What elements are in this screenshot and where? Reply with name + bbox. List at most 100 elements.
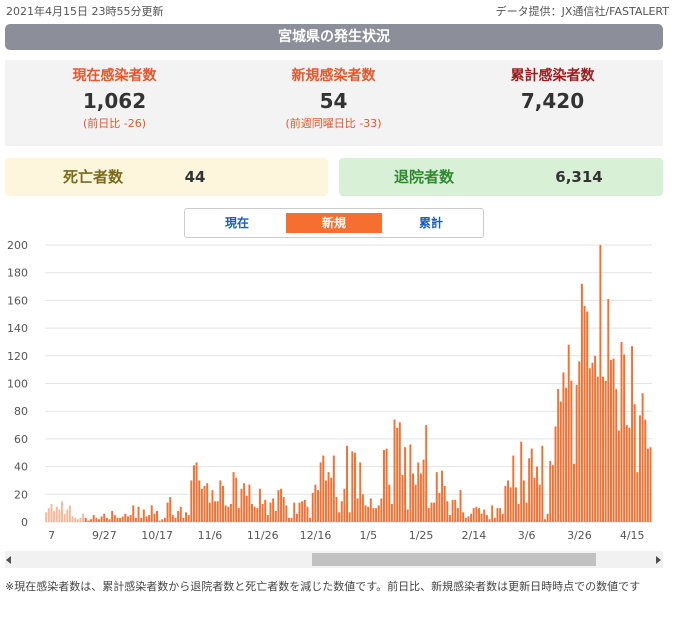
bar xyxy=(182,517,185,522)
x-tick-label: 3/6 xyxy=(518,529,536,542)
bar xyxy=(478,508,480,522)
bar xyxy=(483,509,486,522)
bar xyxy=(293,502,296,522)
bar xyxy=(517,503,520,522)
bar xyxy=(129,515,132,522)
bar xyxy=(475,506,478,522)
bar xyxy=(322,455,325,522)
bar xyxy=(121,516,124,522)
y-tick-label: 100 xyxy=(7,378,28,391)
bar xyxy=(390,503,393,522)
scrollbar-thumb[interactable] xyxy=(312,553,596,566)
bar xyxy=(385,448,388,522)
bar xyxy=(496,508,499,522)
bar xyxy=(161,519,164,522)
bar xyxy=(419,473,422,522)
tab-current[interactable]: 現在 xyxy=(224,216,249,230)
bar xyxy=(562,372,565,522)
daily-cases-chart: 0 20 40 60 80 100 120 140 160 180 200 7 9/27 10/17 11/… xyxy=(7,239,652,542)
y-tick-label: 20 xyxy=(14,488,28,501)
bar xyxy=(367,506,370,522)
bar xyxy=(583,305,586,522)
bar xyxy=(343,488,346,522)
bar xyxy=(335,497,338,522)
bar xyxy=(132,505,135,522)
bar xyxy=(240,488,243,522)
bar xyxy=(512,455,515,522)
stat-total-value: 7,420 xyxy=(520,89,585,113)
bar xyxy=(575,384,578,522)
bar xyxy=(203,485,206,522)
bar xyxy=(309,517,312,522)
bar xyxy=(177,510,180,522)
bar xyxy=(441,470,444,522)
stat-current-diff: (前日比 -26) xyxy=(82,117,147,130)
bar xyxy=(528,458,531,522)
bar xyxy=(137,506,140,522)
bar xyxy=(124,513,127,522)
bar xyxy=(443,485,446,522)
bar xyxy=(232,472,235,522)
bar xyxy=(269,502,272,522)
bar xyxy=(145,516,148,522)
bar xyxy=(264,499,267,522)
x-tick-label: 2/14 xyxy=(462,529,487,542)
deaths-box: 死亡者数 44 xyxy=(5,158,328,196)
bar xyxy=(338,512,341,522)
bar xyxy=(282,497,285,522)
bar xyxy=(438,492,441,522)
bar xyxy=(641,393,644,522)
bar xyxy=(50,503,53,522)
bar xyxy=(185,512,188,522)
bar xyxy=(55,506,58,522)
y-tick-label: 60 xyxy=(14,433,28,446)
bar xyxy=(530,448,533,522)
scroll-left-icon[interactable] xyxy=(6,556,11,564)
bar xyxy=(111,510,114,522)
chart-tabs: 現在 新規 累計 xyxy=(184,208,484,238)
bar xyxy=(195,462,198,522)
bar xyxy=(340,501,343,522)
bar xyxy=(525,502,528,522)
bar xyxy=(520,441,523,522)
chart-scrollbar[interactable] xyxy=(5,551,663,568)
bar xyxy=(425,425,428,522)
bar xyxy=(303,499,306,522)
bar xyxy=(150,505,153,522)
bar xyxy=(375,508,378,522)
bar xyxy=(187,515,190,522)
bar xyxy=(570,380,573,522)
bar xyxy=(79,517,82,522)
bar xyxy=(393,419,396,522)
stat-current: 現在感染者数 1,062 (前日比 -26) xyxy=(5,66,224,132)
bar xyxy=(615,389,618,522)
page-title: 宮城県の発生状況 xyxy=(5,24,663,50)
bar xyxy=(192,465,195,522)
bar xyxy=(219,480,222,522)
bar xyxy=(509,487,512,522)
stat-new-value: 54 xyxy=(319,89,348,113)
bar xyxy=(417,462,420,522)
bar xyxy=(639,415,641,522)
bar xyxy=(103,513,106,522)
bar xyxy=(573,463,575,522)
bar xyxy=(546,513,549,522)
bar xyxy=(636,472,639,522)
bar xyxy=(148,515,151,522)
bar xyxy=(68,505,71,522)
bar xyxy=(171,515,174,522)
bar xyxy=(464,517,467,522)
bar xyxy=(446,501,449,522)
updated-timestamp: 2021年4月15日 23時55分更新 xyxy=(6,5,164,18)
bar xyxy=(274,510,277,522)
bar xyxy=(214,501,217,522)
scroll-right-icon[interactable] xyxy=(656,556,661,564)
tab-cumulative[interactable]: 累計 xyxy=(418,216,443,230)
stat-current-label: 現在感染者数 xyxy=(72,68,157,84)
bar xyxy=(467,516,470,522)
tab-new[interactable]: 新規 xyxy=(286,213,382,233)
bar xyxy=(324,480,327,522)
bar xyxy=(237,508,240,522)
x-tick-label: 9/27 xyxy=(92,529,117,542)
bar xyxy=(351,451,354,522)
